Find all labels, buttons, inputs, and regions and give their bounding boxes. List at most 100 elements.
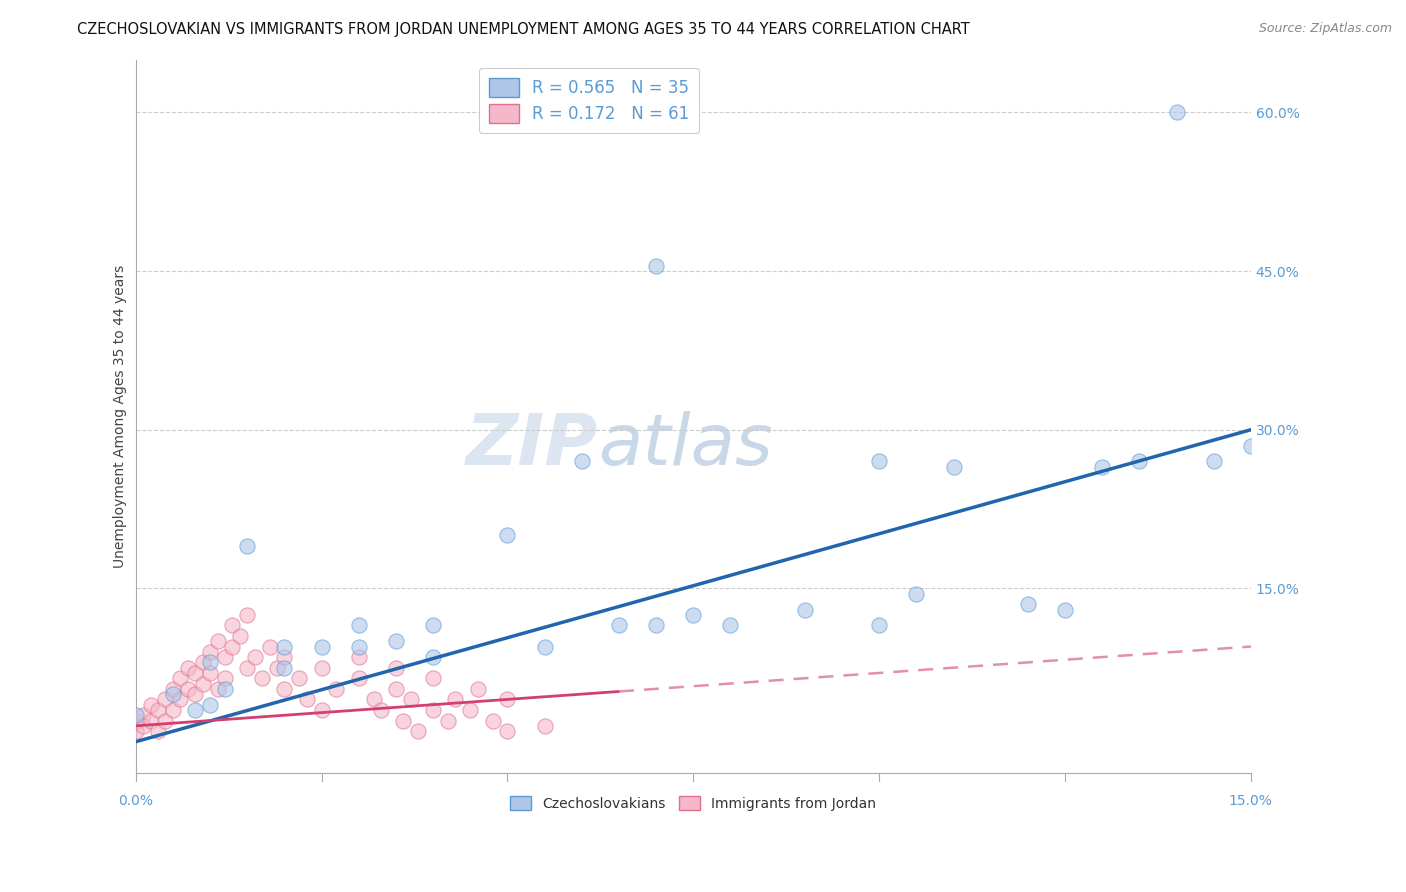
Point	[720, 618, 742, 632]
Point	[273, 661, 295, 675]
Text: Source: ZipAtlas.com: Source: ZipAtlas.com	[1258, 22, 1392, 36]
Point	[169, 671, 191, 685]
Point	[325, 681, 347, 696]
Point	[496, 528, 519, 542]
Point	[422, 671, 444, 685]
Point	[169, 692, 191, 706]
Point	[266, 661, 288, 675]
Point	[437, 714, 460, 728]
Point	[347, 650, 370, 665]
Point	[347, 618, 370, 632]
Point	[682, 607, 704, 622]
Point	[146, 703, 169, 717]
Point	[385, 681, 408, 696]
Point	[422, 650, 444, 665]
Point	[347, 640, 370, 654]
Point	[125, 708, 148, 723]
Point	[363, 692, 385, 706]
Text: atlas: atlas	[599, 410, 773, 480]
Point	[645, 259, 668, 273]
Point	[645, 618, 668, 632]
Point	[177, 661, 200, 675]
Point	[221, 618, 243, 632]
Point	[214, 650, 236, 665]
Point	[146, 724, 169, 739]
Point	[221, 640, 243, 654]
Point	[162, 687, 184, 701]
Point	[207, 681, 229, 696]
Point	[214, 681, 236, 696]
Point	[155, 692, 177, 706]
Text: 0.0%: 0.0%	[118, 794, 153, 807]
Point	[1017, 597, 1039, 611]
Point	[191, 676, 214, 690]
Point	[125, 724, 148, 739]
Point	[347, 671, 370, 685]
Point	[1053, 602, 1076, 616]
Point	[198, 656, 221, 670]
Point	[422, 618, 444, 632]
Point	[607, 618, 630, 632]
Point	[370, 703, 392, 717]
Point	[155, 714, 177, 728]
Point	[273, 650, 295, 665]
Point	[444, 692, 467, 706]
Point	[236, 661, 259, 675]
Point	[132, 708, 155, 723]
Point	[385, 661, 408, 675]
Point	[496, 724, 519, 739]
Point	[571, 454, 593, 468]
Point	[481, 714, 503, 728]
Point	[207, 634, 229, 648]
Point	[1091, 459, 1114, 474]
Point	[162, 681, 184, 696]
Point	[422, 703, 444, 717]
Point	[236, 607, 259, 622]
Point	[214, 671, 236, 685]
Point	[533, 719, 555, 733]
Point	[198, 698, 221, 712]
Point	[184, 703, 207, 717]
Point	[467, 681, 489, 696]
Point	[177, 681, 200, 696]
Point	[295, 692, 318, 706]
Point	[162, 703, 184, 717]
Point	[868, 618, 890, 632]
Text: 15.0%: 15.0%	[1229, 794, 1272, 807]
Point	[496, 692, 519, 706]
Point	[942, 459, 965, 474]
Point	[1240, 439, 1263, 453]
Point	[311, 703, 333, 717]
Point	[250, 671, 273, 685]
Point	[311, 661, 333, 675]
Point	[392, 714, 415, 728]
Point	[1166, 105, 1188, 120]
Point	[139, 698, 162, 712]
Point	[229, 629, 252, 643]
Point	[399, 692, 422, 706]
Y-axis label: Unemployment Among Ages 35 to 44 years: Unemployment Among Ages 35 to 44 years	[114, 265, 128, 568]
Point	[406, 724, 429, 739]
Point	[288, 671, 311, 685]
Point	[184, 665, 207, 680]
Point	[198, 665, 221, 680]
Point	[273, 681, 295, 696]
Point	[243, 650, 266, 665]
Point	[273, 640, 295, 654]
Point	[905, 587, 928, 601]
Point	[125, 714, 148, 728]
Text: ZIP: ZIP	[467, 410, 599, 480]
Point	[132, 719, 155, 733]
Point	[533, 640, 555, 654]
Point	[1202, 454, 1225, 468]
Point	[184, 687, 207, 701]
Point	[139, 714, 162, 728]
Point	[793, 602, 815, 616]
Text: CZECHOSLOVAKIAN VS IMMIGRANTS FROM JORDAN UNEMPLOYMENT AMONG AGES 35 TO 44 YEARS: CZECHOSLOVAKIAN VS IMMIGRANTS FROM JORDA…	[77, 22, 970, 37]
Point	[868, 454, 890, 468]
Point	[259, 640, 281, 654]
Point	[1128, 454, 1150, 468]
Point	[458, 703, 481, 717]
Point	[311, 640, 333, 654]
Point	[198, 645, 221, 659]
